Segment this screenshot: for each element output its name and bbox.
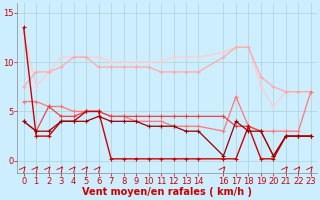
X-axis label: Vent moyen/en rafales ( km/h ): Vent moyen/en rafales ( km/h ) bbox=[82, 187, 252, 197]
